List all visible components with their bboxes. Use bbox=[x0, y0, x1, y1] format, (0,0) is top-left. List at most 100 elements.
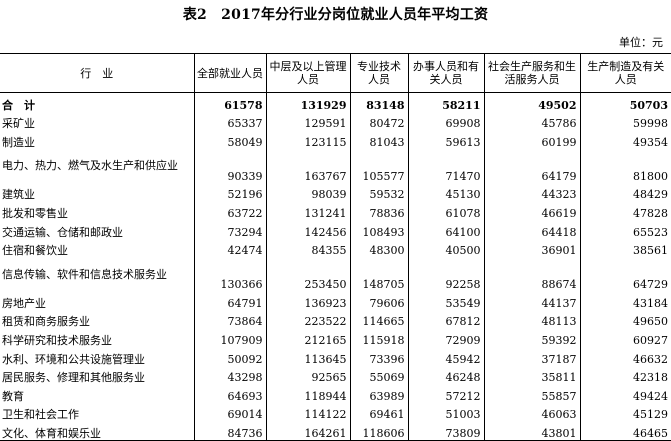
wage-cell: 131929 bbox=[265, 92, 350, 112]
wage-cell: 49424 bbox=[579, 384, 671, 403]
wage-cell: 81800 bbox=[579, 148, 671, 183]
wage-cell: 61578 bbox=[193, 92, 266, 112]
header-row: 行 业 全部就业人员 中层及以上管理人员 专业技术人员 办事人员和有关人员 社会… bbox=[0, 53, 671, 93]
industry-cell: 租赁和商务服务业 bbox=[2, 315, 90, 329]
wage-cell: 84355 bbox=[265, 238, 350, 258]
document-page: 表2 2017年分行业分岗位就业人员年平均工资 单位：元 行 业 全部就业人员 … bbox=[0, 7, 671, 441]
table-row: 科学研究和技术服务业 107909 212165 115918 72909 59392 60… bbox=[0, 328, 671, 347]
wage-cell: 163767 bbox=[265, 148, 350, 183]
wage-cell: 114122 bbox=[265, 402, 350, 422]
wage-cell: 35811 bbox=[483, 365, 580, 385]
total-row: 合 计 61578 131929 83148 58211 49502 50703 bbox=[0, 92, 671, 112]
wage-cell: 80472 bbox=[349, 111, 408, 131]
table-row: 教育 64693 118944 63989 57212 55857 49424 bbox=[0, 384, 671, 403]
industry-cell: 合 计 bbox=[2, 98, 35, 112]
table-row: 制造业 58049 123115 81043 59613 60199 49354 bbox=[0, 130, 671, 149]
wage-cell: 64418 bbox=[483, 219, 580, 239]
wage-cell: 92565 bbox=[265, 365, 350, 385]
wage-cell: 72909 bbox=[407, 328, 484, 347]
wage-cell: 69014 bbox=[193, 402, 266, 422]
wage-cell: 43298 bbox=[193, 365, 266, 385]
wage-cell: 48113 bbox=[483, 309, 580, 329]
wage-cell: 43184 bbox=[579, 291, 671, 310]
wage-cell: 48429 bbox=[579, 182, 671, 202]
wage-cell: 65523 bbox=[579, 219, 671, 239]
table-row: 租赁和商务服务业 73864 223522 114665 67812 48113 49650 bbox=[0, 309, 671, 329]
wage-cell: 73294 bbox=[193, 219, 266, 239]
wage-cell: 83148 bbox=[349, 92, 408, 112]
table-title: 表2 2017年分行业分岗位就业人员年平均工资 bbox=[182, 7, 489, 23]
wage-cell: 108493 bbox=[349, 219, 408, 239]
wage-cell: 52196 bbox=[193, 182, 266, 202]
industry-cell: 信息传输、软件和信息技术服务业 bbox=[2, 267, 167, 281]
wage-cell: 53549 bbox=[407, 291, 484, 310]
table-row: 交通运输、仓储和邮政业 73294 142456 108493 64100 64418 65… bbox=[0, 219, 671, 239]
table-row: 建筑业 52196 98039 59532 45130 44323 48429 bbox=[0, 182, 671, 202]
wage-cell: 46063 bbox=[483, 402, 580, 422]
wage-cell: 253450 bbox=[265, 257, 350, 292]
industry-cell: 房地产业 bbox=[2, 296, 46, 310]
table-row: 住宿和餐饮业 42474 84355 48300 40500 36901 38561 bbox=[0, 238, 671, 258]
table-row: 居民服务、修理和其他服务业 43298 92565 55069 46248 35811 42… bbox=[0, 365, 671, 385]
wage-cell: 79606 bbox=[349, 291, 408, 310]
industry-cell: 科学研究和技术服务业 bbox=[2, 333, 112, 347]
wage-cell: 49354 bbox=[579, 130, 671, 149]
wage-cell: 148705 bbox=[349, 257, 408, 292]
industry-cell: 制造业 bbox=[2, 135, 35, 149]
wage-cell: 50092 bbox=[193, 346, 266, 366]
industry-cell: 电力、热力、燃气及水生产和供应业 bbox=[2, 159, 178, 173]
industry-cell: 建筑业 bbox=[2, 188, 35, 202]
wage-cell: 123115 bbox=[265, 130, 350, 149]
table-body: 合 计 61578 131929 83148 58211 49502 50703 采矿业 653… bbox=[0, 92, 671, 441]
wage-table: 行 业 全部就业人员 中层及以上管理人员 专业技术人员 办事人员和有关人员 社会… bbox=[0, 53, 671, 441]
wage-cell: 212165 bbox=[265, 328, 350, 347]
wage-cell: 84736 bbox=[193, 421, 266, 441]
wage-cell: 64179 bbox=[483, 148, 580, 183]
header-clerical: 办事人员和有关人员 bbox=[407, 53, 484, 93]
wage-cell: 88674 bbox=[483, 257, 580, 292]
wage-cell: 131241 bbox=[265, 201, 350, 220]
wage-cell: 36901 bbox=[483, 238, 580, 258]
wage-cell: 47828 bbox=[579, 201, 671, 220]
table-header: 行 业 全部就业人员 中层及以上管理人员 专业技术人员 办事人员和有关人员 社会… bbox=[0, 53, 671, 93]
wage-cell: 37187 bbox=[483, 346, 580, 366]
wage-cell: 45130 bbox=[407, 182, 484, 202]
wage-cell: 92258 bbox=[407, 257, 484, 292]
wage-cell: 46619 bbox=[483, 201, 580, 220]
header-industry: 行 业 bbox=[0, 53, 194, 93]
wage-cell: 48300 bbox=[349, 238, 408, 258]
wage-cell: 43801 bbox=[483, 421, 580, 441]
wage-cell: 64693 bbox=[193, 384, 266, 403]
wage-cell: 73809 bbox=[407, 421, 484, 441]
industry-cell: 交通运输、仓储和邮政业 bbox=[2, 225, 123, 239]
wage-cell: 142456 bbox=[265, 219, 350, 239]
wage-cell: 136923 bbox=[265, 291, 350, 310]
table-row: 文化、体育和娱乐业 84736 164261 118606 73809 43801 4646… bbox=[0, 421, 671, 441]
wage-cell: 58211 bbox=[407, 92, 484, 112]
wage-cell: 46465 bbox=[579, 421, 671, 441]
wage-cell: 46632 bbox=[579, 346, 671, 366]
wage-cell: 49502 bbox=[483, 92, 580, 112]
wage-cell: 81043 bbox=[349, 130, 408, 149]
wage-cell: 107909 bbox=[193, 328, 266, 347]
table-row: 电力、热力、燃气及水生产和供应业 90339 163767 105577 71470 64… bbox=[0, 148, 671, 183]
wage-cell: 129591 bbox=[265, 111, 350, 131]
industry-cell: 卫生和社会工作 bbox=[2, 408, 79, 422]
wage-cell: 105577 bbox=[349, 148, 408, 183]
wage-cell: 50703 bbox=[579, 92, 671, 112]
header-production-workers: 生产制造及有关人员 bbox=[579, 53, 671, 93]
industry-cell: 居民服务、修理和其他服务业 bbox=[2, 371, 145, 385]
wage-cell: 64100 bbox=[407, 219, 484, 239]
wage-cell: 51003 bbox=[407, 402, 484, 422]
wage-cell: 114665 bbox=[349, 309, 408, 329]
wage-cell: 45786 bbox=[483, 111, 580, 131]
industry-cell: 住宿和餐饮业 bbox=[2, 244, 68, 258]
wage-cell: 60927 bbox=[579, 328, 671, 347]
wage-cell: 63989 bbox=[349, 384, 408, 403]
wage-cell: 61078 bbox=[407, 201, 484, 220]
wage-cell: 164261 bbox=[265, 421, 350, 441]
wage-cell: 73864 bbox=[193, 309, 266, 329]
wage-cell: 69461 bbox=[349, 402, 408, 422]
wage-cell: 67812 bbox=[407, 309, 484, 329]
wage-cell: 49650 bbox=[579, 309, 671, 329]
